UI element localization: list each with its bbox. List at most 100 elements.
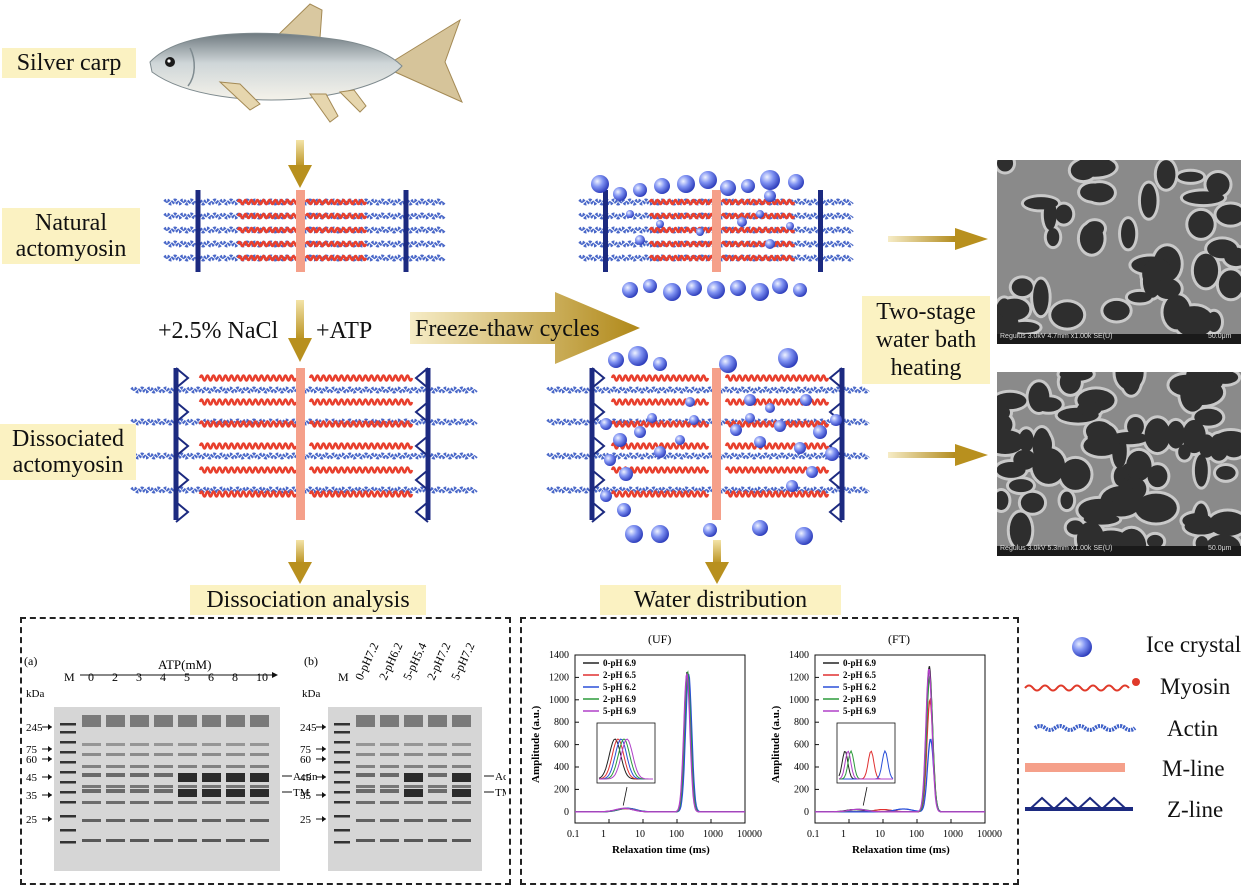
marker-label: 25 <box>300 814 312 826</box>
gel-a-header: ATP(mM) <box>158 657 211 672</box>
y-tick-label: 1400 <box>549 650 569 661</box>
legend-label: 5-pH 6.9 <box>603 706 637 716</box>
gel-b-kda: kDa <box>302 688 320 700</box>
gel-a-lane-label: 3 <box>136 670 142 684</box>
x-tick-label: 10 <box>875 829 885 840</box>
gel-a-lane-label: 0 <box>88 670 94 684</box>
arrow-natural-to-dissociated <box>288 300 312 362</box>
chart-title: (FT) <box>888 632 910 646</box>
marker-label: 35 <box>300 790 312 802</box>
gel-b: M 0-pH7.22-pH6.25-pH5.42-pH7.25-pH7.22457… <box>300 640 506 871</box>
actomyosin-schematics <box>130 170 870 545</box>
sem-bottom-caption: Regulus 3.0kV 5.3mm x1.00k SE(U) <box>1000 545 1113 552</box>
x-tick-label: 10000 <box>737 829 762 840</box>
freeze-thaw-arrow <box>410 292 640 364</box>
legend-label: 0-pH 6.9 <box>843 658 877 668</box>
y-axis-label: Amplitude (a.u.) <box>530 705 542 783</box>
dissociation-analysis-label: Dissociation analysis <box>190 585 426 615</box>
x-tick-label: 1 <box>601 829 606 840</box>
legend-label: 5-pH 6.9 <box>843 706 877 716</box>
gel-b-panel: (b) <box>304 654 318 668</box>
water-distribution-label: Water distribution <box>600 585 841 615</box>
y-tick-label: 0 <box>804 807 809 818</box>
gel-a-lane-label: 8 <box>232 670 238 684</box>
frozen-natural-actomyosin-diagram <box>578 170 854 301</box>
gel-a-lane-label: 2 <box>112 670 118 684</box>
y-tick-label: 1000 <box>789 695 809 706</box>
marker-label: 60 <box>300 754 312 766</box>
legend-ice-crystal-icon <box>1072 637 1092 657</box>
lfnmr-charts: (UF)0.1 1 10 100 1000 10000020040060080010001… <box>530 632 1002 856</box>
gel-panel-box <box>20 617 511 885</box>
marker-label: 60 <box>26 754 38 766</box>
band-label: Actin <box>293 771 318 783</box>
x-tick-label: 0.1 <box>807 829 820 840</box>
arrow-fish-to-natural <box>288 140 312 188</box>
y-tick-label: 0 <box>564 807 569 818</box>
frozen-dissociated-actomyosin-diagram <box>546 346 870 545</box>
arrow-to-dissociation-analysis <box>288 540 312 584</box>
y-tick-label: 200 <box>794 784 809 795</box>
y-tick-label: 200 <box>554 784 569 795</box>
gel-a-panel: (a) <box>24 654 37 668</box>
x-tick-label: 1000 <box>943 829 963 840</box>
sem-top-scale: 50.0μm <box>1208 333 1232 340</box>
freeze-thaw-label: Freeze-thaw cycles <box>415 316 600 342</box>
sem-bottom-scale: 50.0μm <box>1208 545 1232 552</box>
two-stage-heating-label: Two-stage water bath heating <box>862 296 990 384</box>
y-tick-label: 600 <box>794 740 809 751</box>
y-tick-label: 800 <box>554 717 569 728</box>
arrow-to-sem-top <box>888 228 988 250</box>
inset-line <box>599 738 653 780</box>
x-tick-label: 0.1 <box>567 829 580 840</box>
legend-symbols <box>1024 637 1140 811</box>
dissociated-actomyosin-diagram <box>130 367 478 523</box>
legend-label: 2-pH 6.9 <box>843 694 877 704</box>
inset-line <box>838 750 893 780</box>
arrow-to-water-distribution <box>705 540 729 584</box>
marker-label: 245 <box>26 722 43 734</box>
legend-m-line-label: M-line <box>1162 756 1225 781</box>
x-tick-label: 1000 <box>703 829 723 840</box>
legend-label: 2-pH 6.5 <box>843 670 877 680</box>
chart-title: (UF) <box>648 632 671 646</box>
marker-label: 25 <box>26 814 38 826</box>
sds-page-gels: (a) ATP(mM) kDa (b) kDa M 0 2 3 4 5 6 8 10245756… <box>24 640 506 871</box>
nacl-label: +2.5% NaCl <box>158 318 279 344</box>
lfnmr-panel-box <box>520 617 1019 885</box>
band-label: Actin <box>495 771 506 783</box>
marker-label: 45 <box>26 772 38 784</box>
gel-a-lane-label: 10 <box>256 670 268 684</box>
natural-actomyosin-label: Natural actomyosin <box>2 208 140 264</box>
legend-actin-icon <box>1033 724 1137 732</box>
y-axis-label: Amplitude (a.u.) <box>770 705 782 783</box>
gel-b-lane-label: M <box>338 670 349 684</box>
silver-carp-image <box>149 3 463 123</box>
gel-a-lane-label: 6 <box>208 670 214 684</box>
y-tick-label: 800 <box>794 717 809 728</box>
gel-a-kda: kDa <box>26 688 44 700</box>
lfnmr-chart-ft: (FT) 0.1 1 10 100 1000 10000 0 200 400 600 800 1000 1… <box>770 632 1002 856</box>
legend-myosin-label: Myosin <box>1160 674 1231 699</box>
sem-image-bottom <box>997 372 1241 556</box>
legend-label: 5-pH 6.2 <box>603 682 637 692</box>
x-tick-label: 100 <box>669 829 684 840</box>
series-line <box>815 668 985 813</box>
x-tick-label: 10 <box>635 829 645 840</box>
y-tick-label: 1200 <box>789 672 809 683</box>
natural-actomyosin-diagram <box>163 190 446 272</box>
legend-label: 2-pH 6.5 <box>603 670 637 680</box>
x-tick-label: 1 <box>841 829 846 840</box>
y-tick-label: 600 <box>554 740 569 751</box>
x-tick-label: 100 <box>909 829 924 840</box>
legend-label: 5-pH 6.2 <box>843 682 877 692</box>
gel-a-lane-label: M <box>64 670 75 684</box>
y-tick-label: 1400 <box>789 650 809 661</box>
legend-ice-crystal-label: Ice crystal <box>1146 632 1242 657</box>
legend-m-line-icon <box>1025 763 1125 772</box>
gel-a-lane-label: 4 <box>160 670 166 684</box>
y-tick-label: 1200 <box>549 672 569 683</box>
silver-carp-label: Silver carp <box>2 48 136 78</box>
dissociated-actomyosin-label: Dissociated actomyosin <box>0 424 136 480</box>
